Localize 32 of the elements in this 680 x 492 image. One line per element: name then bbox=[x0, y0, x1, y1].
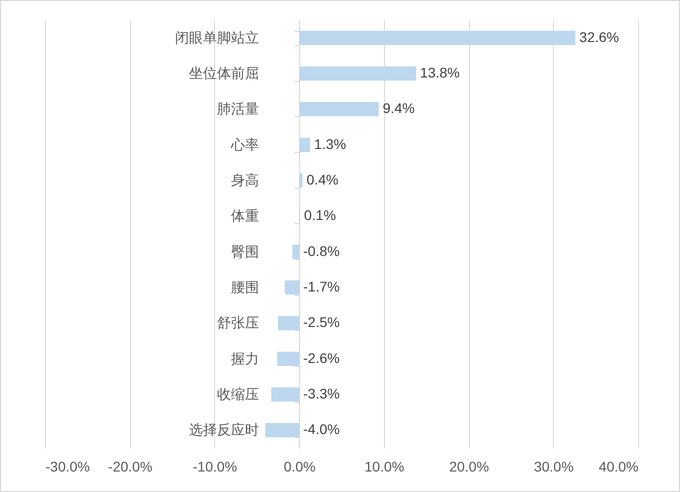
y-tick-label: 臀围 bbox=[230, 243, 259, 260]
data-label: 0.1% bbox=[304, 207, 336, 224]
y-tick-label: 肺活量 bbox=[216, 100, 259, 117]
y-tick-label: 心率 bbox=[230, 136, 259, 152]
y-tick-label: 闭眼单脚站立 bbox=[174, 29, 259, 46]
y-tick-label: 体重 bbox=[230, 208, 259, 224]
data-label: -3.3% bbox=[303, 386, 340, 402]
x-tick-label: 10.0% bbox=[364, 458, 404, 474]
y-tick-label: 选择反应时 bbox=[188, 422, 259, 438]
data-label: 0.4% bbox=[306, 172, 338, 188]
y-tick-label: 舒张压 bbox=[216, 314, 259, 331]
x-tick-label: -30.0% bbox=[46, 458, 90, 474]
x-tick-label: 40.0% bbox=[598, 458, 638, 474]
data-label: -2.6% bbox=[303, 350, 340, 366]
data-label: 32.6% bbox=[579, 28, 620, 45]
data-label: -1.7% bbox=[303, 278, 340, 294]
x-tick-label: -20.0% bbox=[108, 458, 152, 474]
x-tick-label: 0.0% bbox=[284, 458, 316, 474]
data-label: 9.4% bbox=[382, 100, 415, 116]
y-tick-label: 腰围 bbox=[230, 279, 259, 295]
data-label: -0.8% bbox=[303, 242, 340, 259]
x-tick-label: 20.0% bbox=[449, 458, 489, 474]
data-label: -2.5% bbox=[303, 314, 340, 330]
y-tick-label: 坐位体前屈 bbox=[188, 65, 259, 81]
y-tick-label: 身高 bbox=[230, 172, 259, 188]
data-label: -4.0% bbox=[303, 421, 340, 438]
x-tick-label: -10.0% bbox=[192, 458, 238, 474]
y-tick-label: 收缩压 bbox=[216, 386, 259, 402]
x-tick-label: 30.0% bbox=[534, 458, 574, 474]
y-tick-label: 握力 bbox=[230, 350, 259, 366]
data-label: 1.3% bbox=[314, 136, 346, 152]
data-label: 13.8% bbox=[420, 64, 460, 80]
